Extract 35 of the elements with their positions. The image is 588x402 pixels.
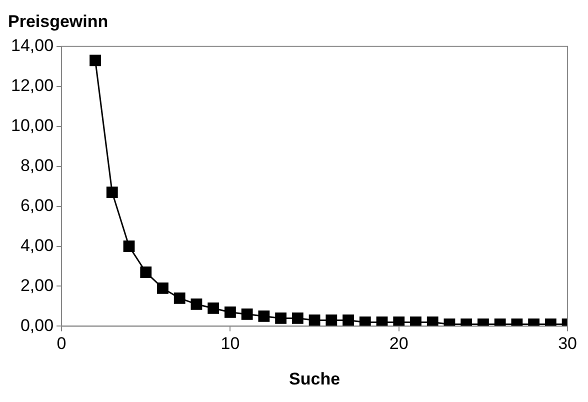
x-axis-title: Suche [289,369,340,388]
point [123,240,135,252]
point [106,186,118,198]
point [275,312,287,324]
y-tick-label: 12,00 [10,76,54,96]
point [292,312,304,324]
point [224,306,236,318]
x-tick-label: 20 [389,334,408,354]
point [258,310,270,322]
point [426,316,438,326]
point [308,314,320,326]
point [393,316,405,326]
x-tick-label: 30 [558,334,578,354]
y-tick-label: 0,00 [20,316,54,335]
y-tick-label: 10,00 [10,116,54,136]
point [90,54,101,66]
point [410,316,422,326]
y-tick-label: 8,00 [20,156,54,175]
y-tick-label: 14,00 [10,36,54,56]
y-tick-label: 6,00 [20,196,54,215]
point [376,316,388,326]
point [326,314,338,326]
y-tick-label: 2,00 [20,276,54,295]
point [140,266,152,278]
point [342,314,354,326]
chart-title: Preisgewinn [8,12,108,31]
point [241,308,253,320]
point [190,298,202,310]
x-tick-label: 0 [56,334,66,354]
point [359,316,371,326]
y-tick-label: 4,00 [20,236,54,255]
point [157,282,168,294]
point [208,302,220,314]
point [174,292,186,304]
x-tick-label: 10 [220,334,240,354]
